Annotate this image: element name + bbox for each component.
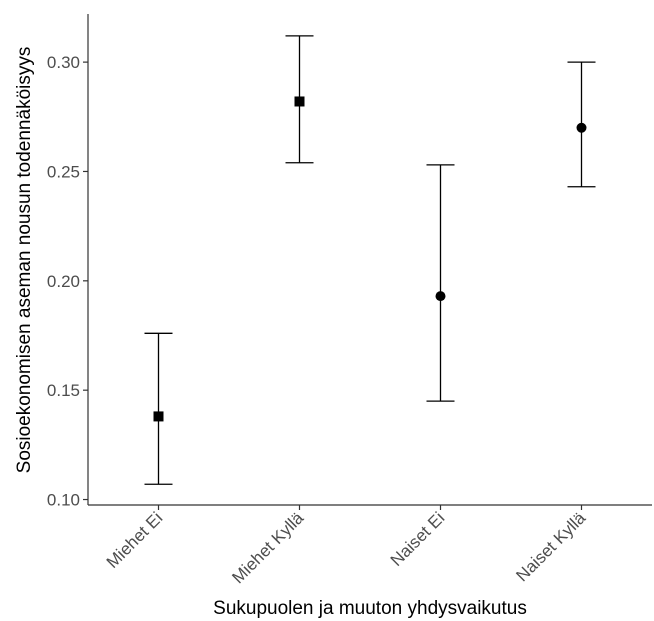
y-tick-label: 0.30 [47, 53, 80, 72]
y-tick-label: 0.15 [47, 381, 80, 400]
y-tick-label: 0.10 [47, 491, 80, 510]
y-axis-title: Sosioekonomisen aseman nousun todennäköi… [14, 47, 35, 474]
y-ticks: 0.10 0.15 0.20 0.25 0.30 [47, 53, 88, 510]
data-marks [144, 35, 596, 485]
y-tick-label: 0.25 [47, 162, 80, 181]
point-square [153, 411, 164, 422]
x-tick-label: Naiset Kyllä [512, 508, 589, 585]
point-circle [576, 122, 587, 133]
x-tick-label: Miehet Ei [103, 508, 167, 572]
point-square [294, 96, 305, 107]
point-circle [435, 291, 446, 302]
x-axis-title: Sukupuolen ja muuton yhdysvaikutus [213, 598, 527, 619]
y-tick-label: 0.20 [47, 272, 80, 291]
x-ticks: Miehet Ei Miehet Kyllä Naiset Ei Naiset Kyl… [103, 505, 590, 587]
x-tick-label: Naiset Ei [387, 508, 449, 570]
x-tick-label: Miehet Kyllä [228, 508, 307, 587]
